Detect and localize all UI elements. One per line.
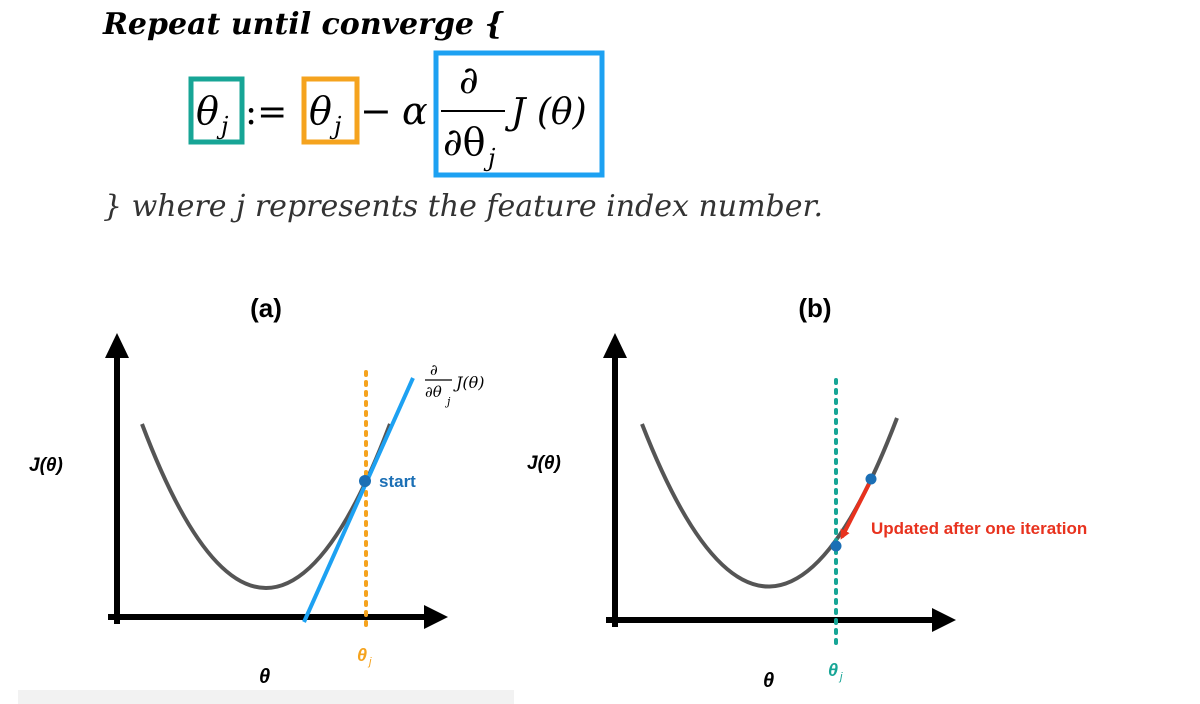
formula-partial-denominator: ∂θ: [443, 120, 486, 164]
panel-b-y-label: J(θ): [527, 453, 561, 474]
panel-b-y-arrowhead: [603, 333, 627, 358]
panel-b-theta-j-label: θ: [828, 660, 838, 680]
panel-a-x-label: θ: [259, 666, 270, 688]
panel-a-tangent-label: ∂ ∂θ j J(θ): [425, 361, 485, 408]
panel-b-arrow-label: Updated after one iteration: [871, 519, 1087, 538]
panel-a: (a) start ∂ ∂θ j J(θ) J(θ) θ θ j: [29, 293, 485, 688]
panel-a-start-label: start: [379, 472, 416, 491]
formula-partial-numerator: ∂: [459, 58, 479, 102]
panel-a-title: (a): [250, 293, 282, 323]
orange-highlight-box: [301, 76, 360, 145]
panel-b: (b) Updated after one iteration J(θ) θ θ…: [527, 293, 1087, 692]
panel-a-y-label: J(θ): [29, 455, 63, 476]
panel-a-theta-j-subscript: j: [367, 656, 372, 668]
formula-alpha: α: [402, 89, 428, 133]
algorithm-footer: } where j represents the feature index n…: [103, 189, 823, 224]
blue-highlight-box: [433, 50, 605, 178]
panel-b-title: (b): [798, 293, 831, 323]
formula-minus: −: [360, 89, 392, 133]
panel-b-theta-j-subscript: j: [838, 671, 843, 683]
tangent-label-denominator: ∂θ: [425, 383, 442, 401]
panel-a-x-arrowhead: [424, 605, 448, 629]
bottom-strip: [18, 690, 514, 704]
formula-assign: :=: [245, 92, 287, 133]
update-rule-formula: θ j := θ j − α ∂ ∂θ j J (θ): [188, 50, 605, 178]
panel-a-theta-j-label: θ: [357, 645, 367, 665]
formula-rhs-theta: θ: [309, 89, 332, 133]
formula-lhs-theta: θ: [196, 89, 219, 133]
formula-cost: J (θ): [504, 92, 587, 133]
panel-a-cost-curve: [140, 423, 392, 590]
panel-a-tangent-line: [302, 377, 415, 623]
tangent-label-cost: J(θ): [453, 373, 485, 392]
tangent-label-numerator: ∂: [430, 361, 438, 379]
panel-a-start-point: [359, 475, 371, 487]
panel-b-previous-point: [865, 473, 877, 485]
panel-a-y-arrowhead: [105, 333, 129, 358]
algorithm-header: Repeat until converge {: [102, 7, 504, 42]
panel-b-x-arrowhead: [932, 608, 956, 632]
tangent-label-subscript: j: [444, 395, 451, 408]
teal-highlight-box: [188, 76, 245, 145]
panel-b-updated-point: [830, 540, 842, 552]
panel-b-update-arrow: [840, 483, 871, 540]
panel-b-x-label: θ: [763, 670, 774, 692]
